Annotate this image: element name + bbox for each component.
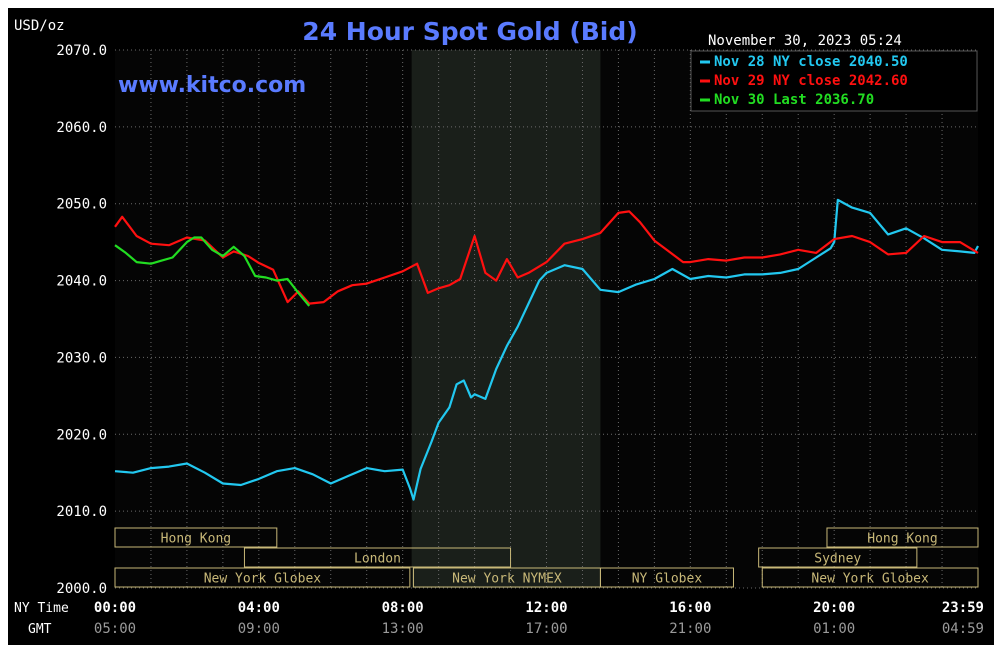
session-layer: Hong Kong Hong Kong London Sydney New York G… <box>114 527 979 588</box>
series-line <box>114 236 311 307</box>
x-row-label-ny: NY Time <box>14 601 69 616</box>
shaded-region <box>411 50 601 588</box>
y-tick-label: 2070.0 <box>56 43 107 59</box>
y-axis-label: USD/oz <box>14 18 65 34</box>
y-tick-label: 2060.0 <box>56 120 107 136</box>
x-row-label-gmt: GMT <box>28 622 52 637</box>
y-tick-label: 2030.0 <box>56 350 107 366</box>
grid-layer <box>115 49 978 589</box>
x-tick-label-gmt: 17:00 <box>525 621 567 637</box>
x-tick-label-ny: 08:00 <box>382 600 424 616</box>
series-layer <box>114 198 979 501</box>
series-line <box>114 210 979 305</box>
shade-layer <box>411 50 601 588</box>
session-box <box>761 567 979 588</box>
x-tick-label-gmt: 21:00 <box>669 621 711 637</box>
session-label: New York NYMEX <box>452 572 562 587</box>
y-tick-label: 2040.0 <box>56 274 107 290</box>
x-tick-label-ny: 23:59 <box>942 600 984 616</box>
session-label: Hong Kong <box>161 532 231 547</box>
session-label: New York Globex <box>204 572 322 587</box>
legend-label: Nov 28 NY close 2040.50 <box>714 54 908 70</box>
session-label: New York Globex <box>811 572 929 587</box>
session-box <box>114 567 411 588</box>
session-label: Hong Kong <box>867 532 937 547</box>
session-box <box>826 527 979 548</box>
session-label: Sydney <box>814 552 861 567</box>
y-tick-label: 2050.0 <box>56 197 107 213</box>
x-tick-label-ny: 04:00 <box>238 600 280 616</box>
x-tick-label-ny: 16:00 <box>669 600 711 616</box>
x-tick-label-gmt: 05:00 <box>94 621 136 637</box>
session-box <box>114 527 278 548</box>
y-axis: 2000.0 2010.0 2020.0 2030.0 2040.0 2050.0 2060… <box>56 43 107 597</box>
x-tick-label-gmt: 01:00 <box>813 621 855 637</box>
session-box <box>758 547 918 568</box>
legend: Nov 28 NY close 2040.50 Nov 29 NY close 2… <box>690 50 978 112</box>
legend-label: Nov 29 NY close 2042.60 <box>714 73 908 89</box>
x-tick-label-gmt: 04:59 <box>942 621 984 637</box>
y-tick-label: 2020.0 <box>56 427 107 443</box>
legend-label: Nov 30 Last 2036.70 <box>714 92 874 108</box>
legend-box <box>690 50 978 112</box>
timestamp: November 30, 2023 05:24 <box>708 33 902 49</box>
x-tick-label-gmt: 13:00 <box>382 621 424 637</box>
series-line <box>114 198 979 501</box>
x-tick-label-ny: 20:00 <box>813 600 855 616</box>
session-label: NY Globex <box>632 572 703 587</box>
x-tick-label-ny: 12:00 <box>525 600 567 616</box>
session-label: London <box>354 552 401 567</box>
x-tick-label-gmt: 09:00 <box>238 621 280 637</box>
y-tick-label: 2010.0 <box>56 504 107 520</box>
x-axis: 00:00 05:00 04:00 09:00 08:00 13:00 12:00 17:00… <box>94 600 984 637</box>
session-box <box>243 547 512 568</box>
x-tick-label-ny: 00:00 <box>94 600 136 616</box>
session-box <box>599 567 734 588</box>
y-tick-label: 2000.0 <box>56 581 107 597</box>
chart-title: 24 Hour Spot Gold (Bid) <box>302 17 637 46</box>
website-label: www.kitco.com <box>118 73 306 98</box>
